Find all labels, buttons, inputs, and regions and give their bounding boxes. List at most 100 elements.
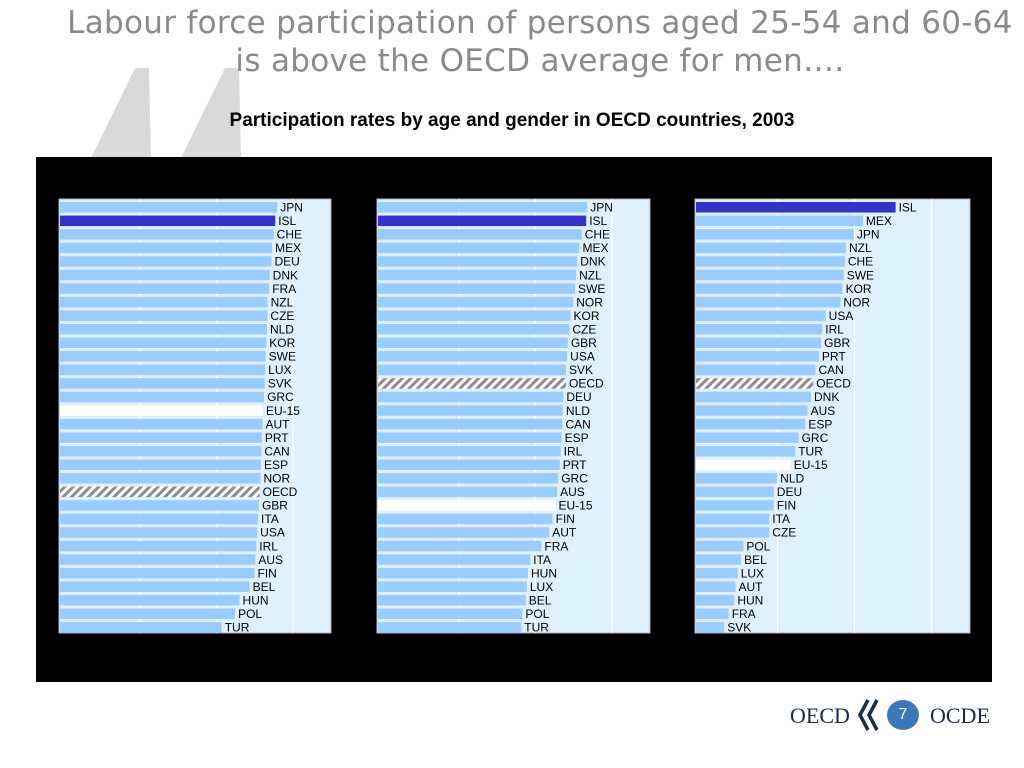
bar-nzl [378, 269, 577, 281]
bar-swe [60, 351, 266, 362]
bar-label-nzl: NZL [849, 241, 872, 255]
bar-label-tur: TUR [524, 621, 549, 635]
bar-usa [378, 351, 568, 362]
bar-label-irl: IRL [564, 444, 583, 458]
bar-tur [378, 622, 522, 633]
bar-label-ita: ITA [772, 512, 790, 526]
bar-label-dnk: DNK [273, 268, 298, 282]
bar-label-isl: ISL [589, 214, 607, 228]
bar-label-isl: ISL [899, 201, 917, 215]
bar-label-irl: IRL [825, 322, 844, 336]
bar-jpn [696, 229, 854, 240]
bar-label-nor: NOR [576, 295, 603, 309]
bar-isl [696, 202, 896, 213]
bar-label-fra: FRA [544, 539, 568, 553]
bar-tur [60, 622, 222, 633]
bar-label-pol: POL [746, 539, 770, 553]
bar-aut [378, 527, 550, 538]
bar-label-oecd: OECD [263, 485, 298, 499]
bar-mex [696, 215, 863, 227]
bar-dnk [696, 391, 812, 403]
bar-label-eu-15: EU-15 [266, 404, 300, 418]
bar-label-swe: SWE [578, 282, 605, 296]
bar-label-fin: FIN [777, 499, 796, 513]
bar-nor [60, 473, 261, 484]
bar-fra [378, 540, 542, 552]
logo-text-oecd: OECD [790, 703, 850, 728]
bar-label-svk: SVK [569, 363, 593, 377]
bar-eu-15 [696, 459, 791, 470]
bar-label-nld: NLD [566, 404, 590, 418]
bar-hun [60, 594, 240, 606]
bar-fin [696, 500, 774, 511]
bar-label-grc: GRC [561, 472, 588, 486]
bar-label-ita: ITA [533, 553, 551, 567]
bar-nld [696, 473, 778, 484]
bar-label-esp: ESP [264, 458, 288, 472]
bar-label-kor: KOR [846, 282, 872, 296]
bar-irl [60, 540, 257, 552]
bar-usa [60, 527, 258, 538]
chart-title: Participation rates by age and gender in… [229, 110, 795, 131]
bar-label-aus: AUS [811, 404, 836, 418]
bar-esp [60, 459, 261, 470]
bar-label-dnk: DNK [580, 255, 605, 269]
bar-isl [378, 215, 587, 227]
bar-label-nor: NOR [264, 472, 291, 486]
bar-label-gbr: GBR [824, 336, 850, 350]
bar-fin [378, 513, 553, 525]
bar-label-kor: KOR [574, 309, 600, 323]
bar-label-swe: SWE [269, 350, 296, 364]
bar-label-swe: SWE [847, 268, 874, 282]
bar-label-hun: HUN [737, 593, 763, 607]
bar-esp [378, 432, 562, 443]
bar-can [60, 445, 262, 457]
bar-lux [60, 364, 266, 376]
bar-label-cze: CZE [772, 526, 796, 540]
bar-esp [696, 418, 806, 430]
bar-svk [60, 378, 265, 389]
bar-label-lux: LUX [268, 363, 291, 377]
bar-pol [60, 608, 236, 620]
bar-cze [696, 527, 770, 538]
bar-aut [696, 581, 736, 592]
bar-ita [378, 554, 531, 565]
bar-label-deu: DEU [274, 255, 299, 269]
bar-label-nor: NOR [843, 295, 870, 309]
bar-isl [60, 215, 276, 227]
bar-label-che: CHE [848, 255, 873, 269]
bar-jpn [378, 202, 588, 213]
bar-nld [60, 323, 267, 335]
bar-charts: JPNISLCHEMEXDEUDNKFRANZLCZENLDKORSWELUXS… [58, 198, 971, 635]
bar-label-pol: POL [238, 607, 262, 621]
bar-deu [696, 486, 774, 498]
bar-nzl [696, 242, 846, 254]
bar-swe [696, 269, 844, 281]
bar-mex [378, 242, 580, 254]
page-number-badge: 7 [887, 700, 919, 730]
bar-nor [696, 296, 841, 308]
bar-can [696, 364, 816, 376]
bar-fra [696, 608, 729, 620]
bar-aus [378, 486, 558, 498]
bar-eu-15 [60, 405, 263, 416]
bar-che [696, 256, 845, 267]
bar-cze [378, 323, 570, 335]
bar-oecd [60, 486, 260, 498]
bar-jpn [60, 202, 278, 213]
bar-label-aut: AUT [738, 580, 763, 594]
bar-label-che: CHE [277, 228, 302, 242]
bar-label-mex: MEX [275, 241, 301, 255]
bar-irl [696, 323, 823, 335]
bar-label-lux: LUX [741, 566, 764, 580]
bar-swe [378, 283, 575, 294]
bar-hun [696, 594, 735, 606]
bar-svk [696, 622, 725, 633]
bar-irl [378, 445, 561, 457]
bar-prt [696, 351, 819, 362]
bar-prt [60, 432, 262, 443]
bar-label-can: CAN [264, 444, 289, 458]
logo-text-ocde: OCDE [930, 703, 990, 728]
oecd-logo: OECD 7 OCDE [790, 698, 1000, 732]
bar-label-aut: AUT [552, 526, 577, 540]
